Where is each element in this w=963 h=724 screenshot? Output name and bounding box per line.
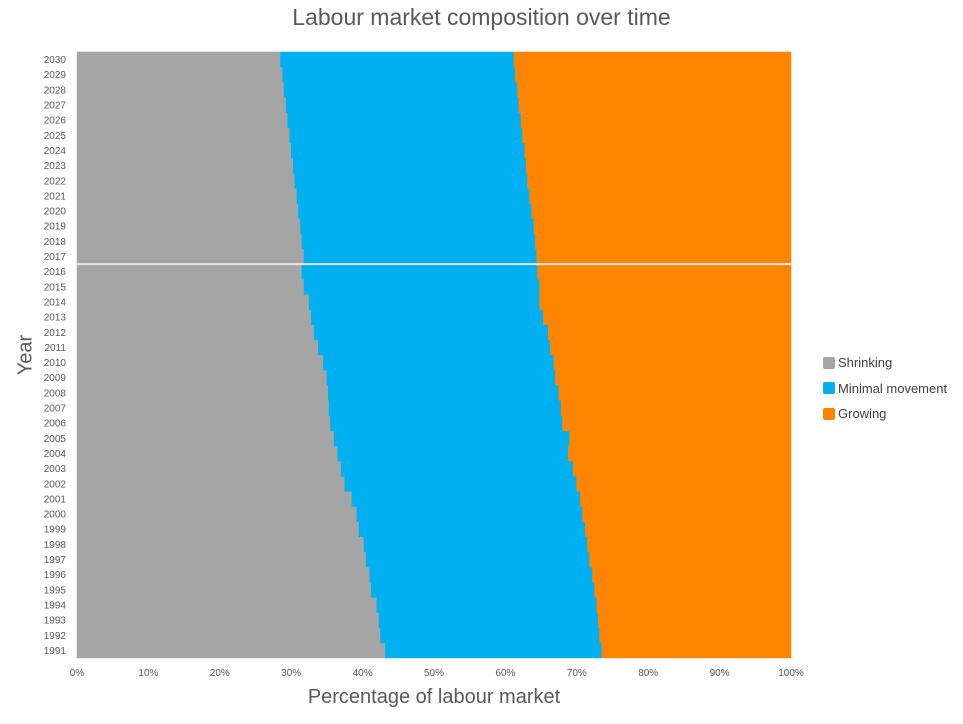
- x-tick-label: 20%: [210, 668, 230, 679]
- y-tick-label: 2004: [44, 449, 67, 460]
- y-tick-label: 2015: [44, 282, 67, 293]
- y-axis-ticks: 1991 1992 1993 1994 1995 1996 1997 1998 1999 2000…: [44, 55, 67, 657]
- legend-item-minimal-movement[interactable]: Minimal movement: [823, 376, 947, 402]
- y-tick-label: 2009: [44, 373, 67, 384]
- y-tick-label: 1998: [44, 540, 67, 551]
- y-tick-label: 2019: [44, 222, 67, 233]
- x-tick-label: 30%: [281, 668, 301, 679]
- x-tick-label: 50%: [424, 668, 444, 679]
- y-tick-label: 2003: [44, 464, 67, 475]
- legend-swatch-shrinking: [823, 356, 835, 369]
- x-tick-label: 70%: [567, 668, 587, 679]
- y-tick-label: 2016: [44, 267, 67, 278]
- legend-swatch-growing: [823, 407, 835, 420]
- x-tick-label: 100%: [778, 668, 804, 679]
- legend-swatch-minimal-movement: [823, 382, 835, 395]
- y-tick-label: 2002: [44, 479, 67, 490]
- y-tick-label: 1994: [44, 600, 67, 611]
- y-tick-label: 1995: [44, 585, 67, 596]
- y-tick-label: 2030: [44, 55, 67, 66]
- y-tick-label: 2027: [44, 101, 67, 112]
- y-tick-label: 2023: [44, 161, 67, 172]
- x-tick-label: 90%: [710, 668, 730, 679]
- y-tick-label: 2011: [44, 343, 66, 354]
- x-tick-label: 40%: [353, 668, 373, 679]
- x-tick-label: 10%: [138, 668, 158, 679]
- y-tick-label: 2029: [44, 70, 67, 81]
- x-axis-ticks: 0% 10% 20% 30% 40% 50% 60% 70% 80% 90% 100%: [70, 668, 804, 679]
- y-tick-label: 2008: [44, 388, 67, 399]
- y-tick-label: 2007: [44, 404, 67, 415]
- y-tick-label: 2000: [44, 510, 67, 521]
- y-tick-label: 2020: [44, 207, 67, 218]
- legend-label-shrinking: Shrinking: [838, 355, 893, 371]
- area-growing: [513, 51, 792, 659]
- x-axis-title: Percentage of labour market: [307, 686, 561, 708]
- y-tick-label: 2018: [44, 237, 67, 248]
- y-tick-label: 1996: [44, 570, 67, 581]
- y-tick-label: 2028: [44, 85, 67, 96]
- y-tick-label: 2021: [44, 191, 67, 202]
- x-tick-label: 0%: [70, 668, 85, 679]
- legend-label-growing: Growing: [838, 406, 887, 422]
- y-tick-label: 2025: [44, 131, 67, 142]
- y-tick-label: 2024: [44, 146, 67, 157]
- legend-item-growing[interactable]: Growing: [823, 401, 947, 427]
- legend-item-shrinking[interactable]: Shrinking: [823, 350, 947, 376]
- y-tick-label: 2006: [44, 419, 67, 430]
- y-tick-label: 2022: [44, 176, 67, 187]
- y-tick-label: 1992: [44, 631, 67, 642]
- y-axis-title: Year: [14, 334, 37, 376]
- y-tick-label: 1993: [44, 616, 67, 627]
- y-tick-label: 1999: [44, 525, 67, 536]
- chart-legend: Shrinking Minimal movement Growing: [823, 350, 947, 427]
- y-tick-label: 2026: [44, 116, 67, 127]
- y-tick-label: 2017: [44, 252, 67, 263]
- y-tick-label: 1991: [44, 646, 67, 657]
- area-series-group: [76, 51, 792, 659]
- chart-title: Labour market composition over time: [292, 4, 671, 30]
- legend-label-minimal-movement: Minimal movement: [838, 380, 948, 396]
- y-tick-label: 2005: [44, 434, 67, 445]
- x-tick-label: 60%: [495, 668, 515, 679]
- y-tick-label: 2001: [44, 494, 67, 505]
- y-tick-label: 2014: [44, 297, 67, 308]
- x-tick-label: 80%: [638, 668, 658, 679]
- y-tick-label: 2010: [44, 358, 67, 369]
- y-tick-label: 2012: [44, 328, 67, 339]
- y-tick-label: 2013: [44, 313, 67, 324]
- y-tick-label: 1997: [44, 555, 67, 566]
